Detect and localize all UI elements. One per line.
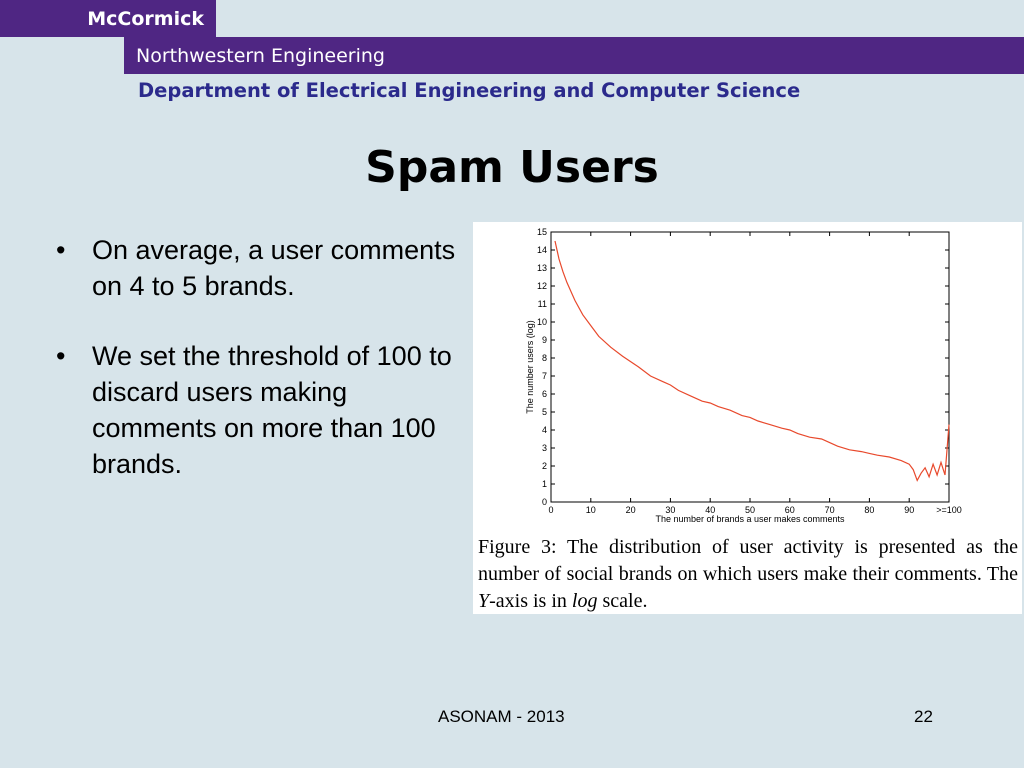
x-tick-label: 20 [626, 505, 636, 515]
slide-title: Spam Users [365, 142, 659, 193]
bullet-text: We set the threshold of 100 to discard u… [92, 341, 452, 479]
x-tick-label: 10 [586, 505, 596, 515]
y-tick-label: 12 [537, 281, 547, 291]
y-tick-label: 15 [537, 227, 547, 237]
y-tick-label: 3 [542, 443, 547, 453]
bullet-item: • On average, a user comments on 4 to 5 b… [56, 232, 456, 304]
y-tick-label: 9 [542, 335, 547, 345]
x-tick-label: 0 [548, 505, 553, 515]
y-tick-label: 1 [542, 479, 547, 489]
y-tick-label: 6 [542, 389, 547, 399]
y-tick-label: 0 [542, 497, 547, 507]
y-tick-label: 14 [537, 245, 547, 255]
figure-caption: Figure 3: The distribution of user activ… [478, 534, 1018, 615]
x-tick-label: 50 [745, 505, 755, 515]
x-tick-label: 30 [665, 505, 675, 515]
bullet-text: On average, a user comments on 4 to 5 br… [92, 235, 456, 301]
y-tick-label: 2 [542, 461, 547, 471]
caption-y: Y [478, 590, 490, 612]
x-tick-label: 80 [864, 505, 874, 515]
y-tick-label: 11 [538, 299, 547, 309]
figure-panel: 0 1 2 3 4 5 6 7 8 9 10 11 12 13 14 15 0 10 20 30 40 50 60 70 80 9… [473, 222, 1022, 614]
caption-text: Figure 3: The distribution of user activ… [478, 536, 1018, 585]
caption-mid: -axis is in [489, 590, 572, 612]
y-tick-label: 5 [542, 407, 547, 417]
page-number: 22 [914, 707, 933, 726]
y-tick-label: 4 [542, 425, 547, 435]
y-tick-label: 10 [537, 317, 547, 327]
x-axis-label: The number of brands a user makes commen… [655, 514, 845, 524]
department-name: Department of Electrical Engineering and… [138, 79, 801, 102]
school-name: Northwestern Engineering [136, 44, 385, 67]
bullet-list: • On average, a user comments on 4 to 5 b… [56, 232, 456, 516]
x-tick-label: 60 [785, 505, 795, 515]
series-line [554, 240, 950, 482]
bullet-item: • We set the threshold of 100 to discard … [56, 338, 456, 482]
caption-log: log [571, 590, 598, 612]
school-banner: Northwestern Engineering [124, 37, 1024, 74]
x-tick-label: 70 [825, 505, 835, 515]
x-tick-label: 90 [904, 505, 914, 515]
y-tick-label: 7 [542, 371, 547, 381]
plot-frame [550, 231, 950, 503]
x-tick-label: >=100 [936, 505, 962, 515]
y-tick-label: 8 [542, 353, 547, 363]
y-axis-label: The number users (log) [525, 320, 535, 414]
y-tick-label: 13 [537, 263, 547, 273]
mccormick-logo: McCormick [0, 0, 216, 37]
x-tick-label: 40 [705, 505, 715, 515]
bullet-dot: • [56, 235, 66, 265]
footer-event: ASONAM - 2013 [438, 707, 565, 726]
caption-end: scale. [597, 590, 648, 612]
bullet-dot: • [56, 341, 66, 371]
